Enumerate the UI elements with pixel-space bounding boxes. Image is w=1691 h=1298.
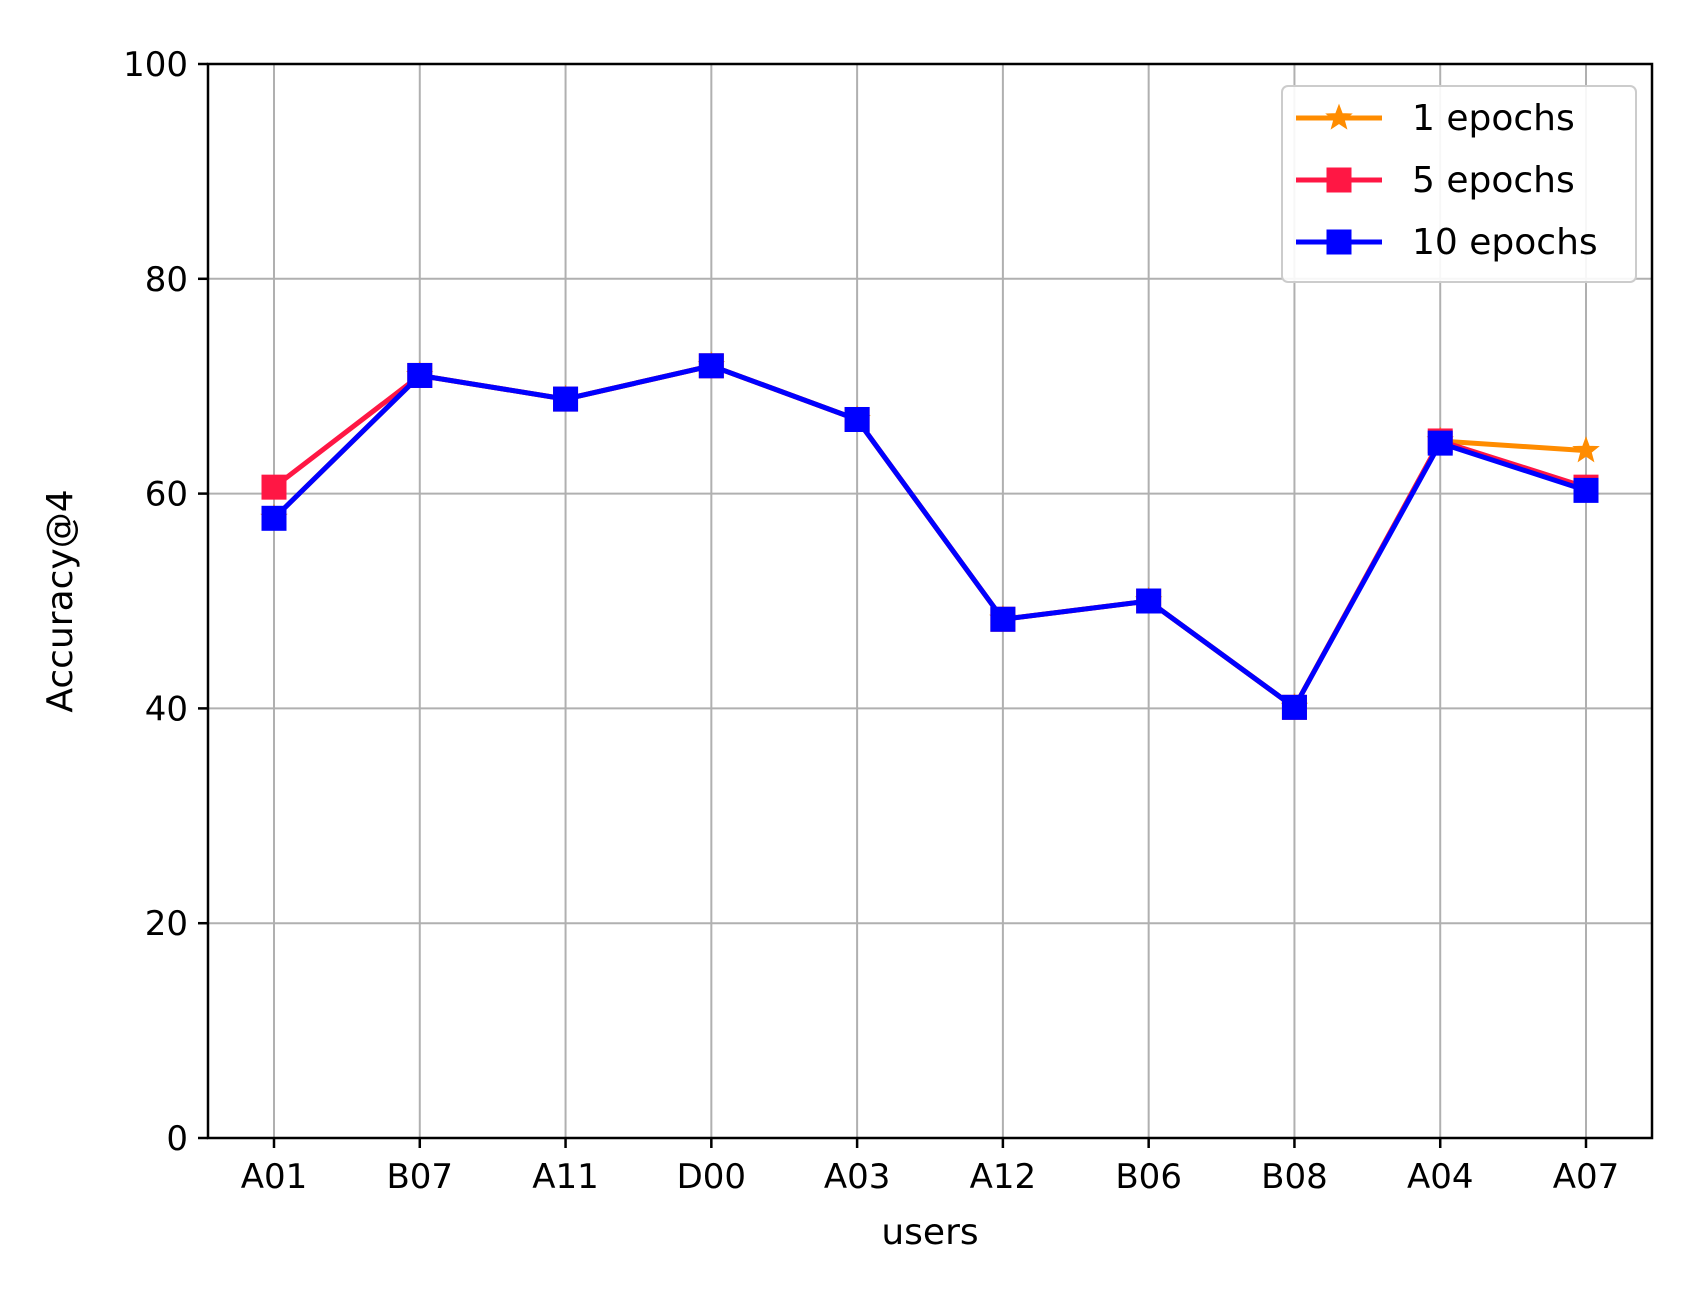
plot-frame xyxy=(206,62,1654,1140)
x-tick-label: A01 xyxy=(241,1157,308,1197)
x-tick-label: B08 xyxy=(1261,1157,1328,1197)
x-tick-label: D00 xyxy=(677,1157,746,1197)
x-tick-label: A07 xyxy=(1553,1157,1620,1197)
y-tick-label: 40 xyxy=(145,689,188,729)
data-point xyxy=(1427,430,1453,456)
y-tick-label: 100 xyxy=(123,45,188,85)
data-point xyxy=(261,474,287,500)
x-tick-label: B07 xyxy=(386,1157,453,1197)
data-point xyxy=(261,505,287,531)
series-1 xyxy=(260,351,1600,719)
y-tick-label: 80 xyxy=(145,260,188,300)
data-point xyxy=(553,386,579,412)
x-axis-label: users xyxy=(881,1212,978,1253)
data-point xyxy=(990,606,1016,632)
legend: 1 epochs 5 epochs 10 epochs xyxy=(1281,85,1637,283)
data-point xyxy=(1572,436,1600,463)
series-line xyxy=(272,363,1587,710)
data-point xyxy=(1281,694,1307,720)
data-point xyxy=(844,406,870,432)
y-tick-label: 20 xyxy=(145,904,188,944)
legend-label: 10 epochs xyxy=(1412,222,1598,263)
y-axis-label: Accuracy@4 xyxy=(40,489,81,712)
x-tick-label: A04 xyxy=(1407,1157,1474,1197)
y-tick-label: 60 xyxy=(145,475,188,515)
legend-item: 1 epochs xyxy=(1296,98,1575,139)
data-point xyxy=(1136,588,1162,614)
x-tick-label: A03 xyxy=(824,1157,891,1197)
axis-ticks: A01 B07 A11 D00 A03 A12 B06 B08 A04 A07 0 20 40 60 80 1… xyxy=(123,45,1619,1197)
legend-marker xyxy=(1325,103,1353,130)
series-2 xyxy=(261,353,1599,720)
x-tick-label: A12 xyxy=(970,1157,1037,1197)
series-lines xyxy=(260,351,1600,720)
series-3 xyxy=(261,353,1599,720)
data-point xyxy=(1573,477,1599,503)
legend-marker xyxy=(1326,229,1352,255)
legend-box xyxy=(1281,85,1637,283)
data-point xyxy=(698,353,724,379)
legend-label: 5 epochs xyxy=(1412,160,1575,201)
y-tick-label: 0 xyxy=(166,1119,188,1159)
legend-label: 1 epochs xyxy=(1412,98,1575,139)
legend-marker xyxy=(1326,167,1352,193)
legend-item: 5 epochs xyxy=(1296,160,1575,201)
x-tick-label: B06 xyxy=(1115,1157,1182,1197)
data-point xyxy=(407,362,433,388)
legend-item: 10 epochs xyxy=(1296,222,1598,263)
x-tick-label: A11 xyxy=(532,1157,599,1197)
